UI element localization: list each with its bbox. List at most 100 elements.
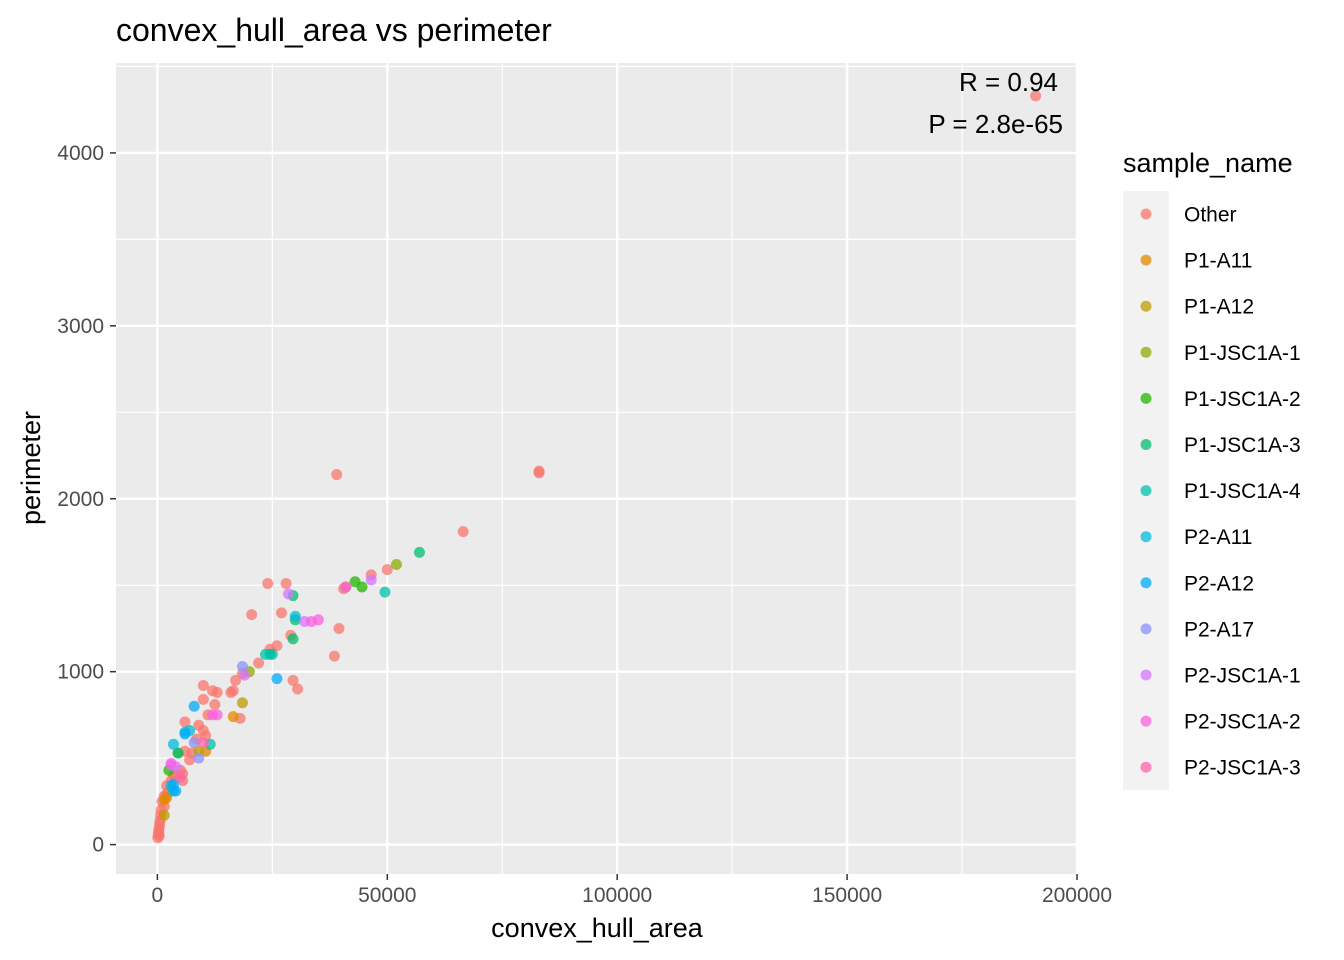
data-point [328,650,340,662]
data-point [253,657,265,669]
data-point [292,683,304,695]
legend-key [1140,623,1152,635]
legend-key [1140,254,1152,266]
data-point [172,747,184,759]
legend: Other P1-A11 P1-A12 P1-JSC1A-1 P1-JSC1A-2 P1-… [1140,204,1301,780]
data-point [227,711,239,723]
data-point [266,648,278,660]
data-point [287,674,299,686]
legend-label: P2-JSC1A-2 [1184,711,1301,734]
data-point [1030,90,1042,102]
legend-key [1140,761,1152,773]
data-point [533,467,545,479]
legend-label: P1-JSC1A-2 [1184,388,1301,411]
data-point [262,577,274,589]
y-axis-title: perimeter [16,411,46,525]
data-point [174,771,186,783]
legend-label: P1-A11 [1184,250,1253,273]
chart-title: convex_hull_area vs perimeter [116,12,552,48]
data-point [413,546,425,558]
data-point [236,660,248,672]
y-tick-label: 1000 [57,661,104,684]
data-point [179,728,191,740]
data-point [381,564,393,576]
x-axis-title: convex_hull_area [491,913,704,943]
data-point [193,752,205,764]
data-point [239,669,251,681]
data-point [457,526,469,538]
legend-key [1140,715,1152,727]
y-axis-ticks: 0 1000 2000 3000 4000 [57,142,116,857]
legend-key [1140,531,1152,543]
annotation-p: P = 2.8e-65 [928,109,1063,139]
legend-label: P1-A12 [1184,296,1254,319]
legend-label: P2-JSC1A-3 [1184,757,1301,780]
legend-label: Other [1184,204,1237,227]
data-point [236,697,248,709]
data-point [246,609,258,621]
data-point [211,709,223,721]
x-tick-label: 0 [152,884,164,907]
data-point [197,737,209,749]
legend-title: sample_name [1123,148,1293,178]
data-point [282,588,294,600]
y-tick-label: 3000 [57,315,104,338]
data-point [305,616,317,628]
x-tick-label: 100000 [582,884,652,907]
data-point [207,685,219,697]
legend-label: P2-A12 [1184,572,1254,595]
data-point [167,778,179,790]
data-point [289,610,301,622]
y-tick-label: 0 [92,834,104,857]
data-point [379,586,391,598]
data-point [333,622,345,634]
data-point [340,581,352,593]
legend-label: P1-JSC1A-3 [1184,434,1301,457]
data-point [188,700,200,712]
legend-label: P1-JSC1A-1 [1184,342,1301,365]
y-tick-label: 4000 [57,142,104,165]
legend-key [1140,208,1152,220]
legend-key [1140,485,1152,497]
data-point [276,607,288,619]
data-point [184,754,196,766]
data-point [179,716,191,728]
grid-major [116,63,1079,874]
data-point [153,826,165,838]
data-points [152,90,1042,844]
data-point [287,633,299,645]
legend-key [1140,392,1152,404]
legend-key [1140,669,1152,681]
annotation-r: R = 0.94 [959,67,1058,97]
legend-label: P2-A17 [1184,618,1254,641]
grid-minor [116,63,1077,874]
data-point [158,809,170,821]
data-point [365,574,377,586]
legend-key [1140,577,1152,589]
data-point [356,581,368,593]
data-point [161,792,173,804]
legend-key [1140,439,1152,450]
data-point [188,737,200,749]
x-axis-ticks: 0 50000 100000 150000 200000 [152,874,1112,907]
data-point [271,673,283,685]
x-tick-label: 150000 [812,884,882,907]
plot-panel [116,63,1077,874]
data-point [165,757,177,769]
legend-label: P2-JSC1A-1 [1184,665,1301,688]
data-point [225,686,237,698]
data-point [390,558,402,570]
x-tick-label: 200000 [1042,884,1112,907]
data-point [167,738,179,750]
x-tick-label: 50000 [358,884,416,907]
y-tick-label: 2000 [57,488,104,511]
data-point [197,680,209,692]
data-point [209,699,221,711]
data-point [230,674,242,686]
legend-key [1140,346,1152,358]
data-point [280,577,292,589]
legend-label: P1-JSC1A-4 [1184,480,1301,503]
data-point [197,693,209,705]
legend-label: P2-A11 [1184,526,1253,549]
